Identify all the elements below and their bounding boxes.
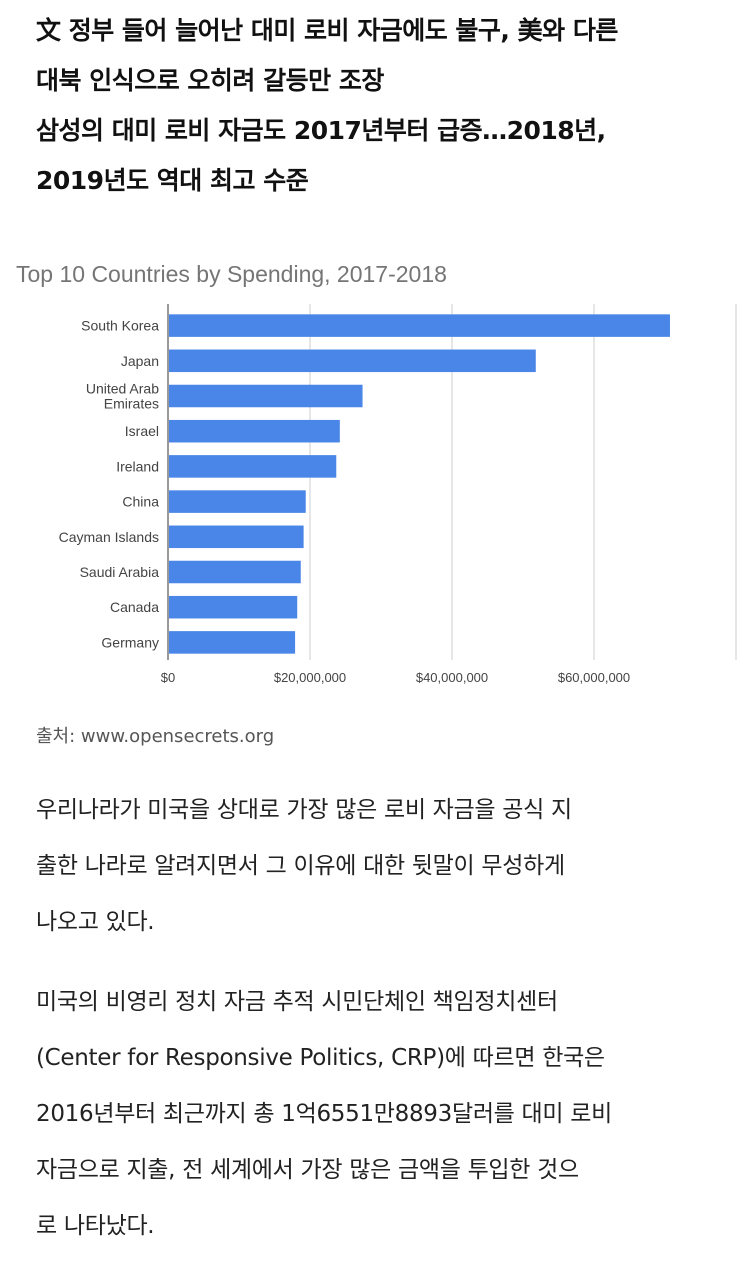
tick-label: $0 [161,670,175,685]
bar-chart: Top 10 Countries by Spending, 2017-2018 … [16,261,737,685]
bar [169,560,301,584]
paragraph: 우리나라가 미국을 상대로 가장 많은 로비 자금을 공식 지 출한 나라로 알… [36,782,726,950]
paragraph-line: 우리나라가 미국을 상대로 가장 많은 로비 자금을 공식 지 [36,797,572,823]
paragraph-line: 2016년부터 최근까지 총 1억6551만8893달러를 대미 로비 [36,1101,613,1127]
category-label: Japan [121,353,159,369]
category-label: Cayman Islands [59,529,159,545]
bar [169,490,306,513]
bar [169,455,337,478]
category-label: United Arab [86,381,159,397]
bar [169,525,304,549]
paragraph-line: 로 나타났다. [36,1213,155,1239]
paragraph-line: 자금으로 지출, 전 세계에서 가장 많은 금액을 투입한 것으 [36,1157,579,1183]
tick-label: $60,000,000 [558,670,630,685]
headline-line: 삼성의 대미 로비 자금도 2017년부터 급증…2018년, [36,116,606,145]
bar [169,384,363,408]
headline-line: 대북 인식으로 오히려 갈등만 조장 [36,66,384,95]
tick-label: $40,000,000 [416,670,488,685]
category-label: Emirates [104,396,159,412]
category-label: Israel [125,423,159,439]
bar [169,314,670,337]
headline: 文 정부 들어 늘어난 대미 로비 자금에도 불구, 美와 다른 대북 인식으로… [36,6,726,206]
paragraph-line: 나오고 있다. [36,909,155,935]
bar [169,631,296,654]
category-label: Saudi Arabia [80,564,160,580]
headline-line: 2019년도 역대 최고 수준 [36,166,309,195]
chart-title: Top 10 Countries by Spending, 2017-2018 [16,261,447,287]
paragraph: 미국의 비영리 정치 자금 추적 시민단체인 책임정치센터 (Center fo… [36,974,726,1254]
chart-container: Top 10 Countries by Spending, 2017-2018 … [0,248,750,698]
bar [169,419,340,443]
paragraph-line: 미국의 비영리 정치 자금 추적 시민단체인 책임정치센터 [36,989,558,1015]
article-body: 우리나라가 미국을 상대로 가장 많은 로비 자금을 공식 지 출한 나라로 알… [36,782,726,1278]
source-caption: 출처: www.opensecrets.org [36,726,275,747]
paragraph-line: (Center for Responsive Politics, CRP)에 따… [36,1045,605,1071]
category-label: China [122,494,159,510]
bar [169,349,536,373]
category-label: Ireland [116,458,159,474]
headline-line: 文 정부 들어 늘어난 대미 로비 자금에도 불구, 美와 다른 [36,16,618,45]
category-label: Canada [110,599,159,615]
category-label: Germany [101,634,159,650]
bar [169,595,298,619]
category-label: South Korea [81,318,159,334]
tick-label: $20,000,000 [274,670,346,685]
paragraph-line: 출한 나라로 알려지면서 그 이유에 대한 뒷말이 무성하게 [36,853,565,879]
